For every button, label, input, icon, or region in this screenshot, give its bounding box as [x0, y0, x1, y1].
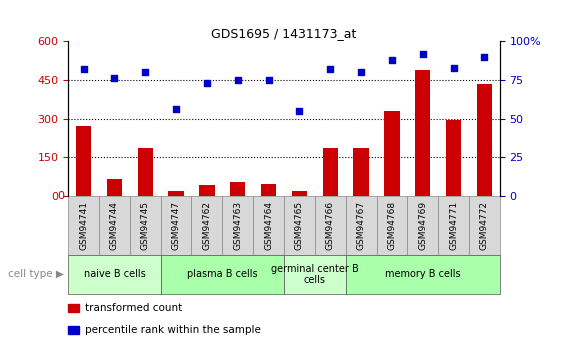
Bar: [168, 190, 184, 196]
Point: [295, 108, 304, 114]
Bar: [377, 196, 407, 255]
Bar: [130, 196, 161, 255]
Bar: [438, 196, 469, 255]
Bar: [346, 255, 500, 294]
Point: [264, 77, 273, 83]
Text: GSM94763: GSM94763: [233, 201, 242, 250]
Text: cell type ▶: cell type ▶: [8, 269, 64, 279]
Point: [233, 77, 243, 83]
Text: GSM94772: GSM94772: [480, 201, 489, 250]
Text: GSM94767: GSM94767: [357, 201, 366, 250]
Text: 0: 0: [57, 191, 64, 201]
Bar: [469, 196, 500, 255]
Text: germinal center B
cells: germinal center B cells: [271, 264, 359, 285]
Text: GSM94768: GSM94768: [387, 201, 396, 250]
Text: memory B cells: memory B cells: [385, 269, 461, 279]
Text: GSM94741: GSM94741: [79, 201, 88, 250]
Point: [172, 107, 181, 112]
Text: GSM94769: GSM94769: [418, 201, 427, 250]
Bar: [261, 184, 276, 196]
Bar: [253, 196, 284, 255]
Bar: [68, 304, 79, 312]
Bar: [68, 255, 161, 294]
Bar: [191, 196, 222, 255]
Text: plasma B cells: plasma B cells: [187, 269, 258, 279]
Bar: [292, 190, 307, 196]
Bar: [107, 179, 122, 196]
Point: [418, 51, 427, 57]
Bar: [323, 148, 338, 196]
Bar: [407, 196, 438, 255]
Bar: [230, 181, 245, 196]
Bar: [161, 255, 284, 294]
Text: GSM94765: GSM94765: [295, 201, 304, 250]
Bar: [477, 84, 492, 196]
Title: GDS1695 / 1431173_at: GDS1695 / 1431173_at: [211, 27, 357, 40]
Text: percentile rank within the sample: percentile rank within the sample: [85, 325, 261, 335]
Point: [79, 66, 88, 72]
Point: [449, 65, 458, 70]
Bar: [76, 126, 91, 196]
Bar: [161, 196, 191, 255]
Text: naive B cells: naive B cells: [83, 269, 145, 279]
Point: [387, 57, 396, 63]
Bar: [346, 196, 377, 255]
Bar: [384, 111, 400, 196]
Bar: [284, 196, 315, 255]
Text: GSM94766: GSM94766: [326, 201, 335, 250]
Bar: [284, 255, 346, 294]
Point: [357, 69, 366, 75]
Bar: [137, 148, 153, 196]
Text: GSM94771: GSM94771: [449, 201, 458, 250]
Text: GSM94747: GSM94747: [172, 201, 181, 250]
Bar: [353, 148, 369, 196]
Point: [325, 66, 335, 72]
Point: [202, 80, 211, 86]
Bar: [315, 196, 346, 255]
Bar: [415, 70, 431, 196]
Bar: [446, 120, 461, 196]
Point: [110, 76, 119, 81]
Text: GSM94745: GSM94745: [141, 201, 150, 250]
Text: GSM94744: GSM94744: [110, 201, 119, 250]
Bar: [222, 196, 253, 255]
Text: GSM94762: GSM94762: [202, 201, 211, 250]
Point: [141, 69, 150, 75]
Text: GSM94764: GSM94764: [264, 201, 273, 250]
Bar: [68, 196, 99, 255]
Bar: [199, 185, 215, 196]
Point: [480, 54, 489, 60]
Text: transformed count: transformed count: [85, 303, 183, 313]
Bar: [68, 326, 79, 334]
Bar: [99, 196, 130, 255]
